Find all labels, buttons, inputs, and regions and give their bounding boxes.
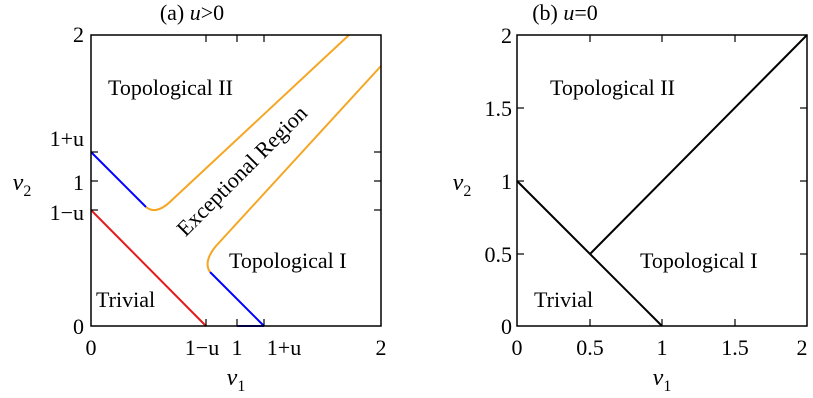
panel-b-title: (b) u=0 [532,0,598,25]
panel-b-region-trivial: Trivial [534,287,593,312]
panel-b-y-axis-label: v2 [453,170,472,200]
panel-b-x-tick-3: 1.5 [721,335,749,360]
panel-a-region-topological-2: Topological II [108,75,233,100]
panel-b-y-tick-4: 2 [501,23,512,48]
panel-a-y-tick-1: 1−u [50,200,84,225]
panel-b-region-topological-1: Topological I [640,248,758,273]
panel-a-x-tick-marks [91,35,381,326]
panel-b-x-tick-2: 1 [657,335,668,360]
panel-a-region-topological-1: Topological I [229,248,347,273]
panel-b-y-tick-1: 0.5 [485,242,513,267]
panel-a-y-tick-0: 0 [73,314,84,339]
panel-b-tick-marks [517,35,807,326]
panel-a-y-axis-label: v2 [13,170,32,200]
panel-b-region-topological-2: Topological II [550,75,675,100]
panel-b-x-tick-4: 2 [797,335,808,360]
exceptional-boundary-lower-curve [206,65,382,273]
panel-a-x-tick-2: 1 [232,335,243,360]
panel-a-x-axis-label: v1 [227,365,246,395]
panel-a-x-tick-4: 2 [376,335,387,360]
panel-b-y-tick-3: 1.5 [485,96,513,121]
panel-b-y-tick-0: 0 [501,314,512,339]
panel-a: (a) u>0 0 1−u 1 1+u 2 0 1−u [13,0,387,395]
panel-a-x-tick-1: 1−u [185,335,219,360]
panel-b-x-tick-1: 0.5 [576,335,604,360]
topological-boundary-upper-line [90,151,147,208]
panel-a-x-tick-0: 0 [86,335,97,360]
panel-a-x-tick-3: 1+u [267,335,301,360]
panel-b: (b) u=0 0 0.5 1 1.5 2 0 0.5 1 1.5 2 v1 [453,0,808,395]
panel-a-y-tick-2: 1 [73,170,84,195]
panel-a-region-exceptional: Exceptional Region [171,100,312,241]
panel-b-x-tick-0: 0 [512,335,523,360]
topological-1-2-boundary-line [589,34,808,255]
exceptional-boundary-upper-curve [145,34,350,212]
panel-a-y-tick-4: 2 [73,22,84,47]
panel-a-region-trivial: Trivial [96,287,155,312]
panel-a-title: (a) u>0 [160,0,224,25]
panel-b-x-axis-label: v1 [653,365,672,395]
panel-b-y-tick-2: 1 [501,169,512,194]
panel-a-y-tick-3: 1+u [50,126,84,151]
topological-boundary-lower-line [209,271,265,327]
trivial-boundary-line [90,209,207,327]
